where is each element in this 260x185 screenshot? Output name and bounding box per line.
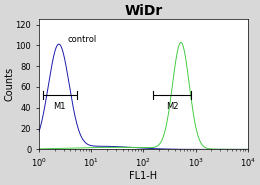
Title: WiDr: WiDr <box>124 4 162 18</box>
X-axis label: FL1-H: FL1-H <box>129 171 157 181</box>
Text: control: control <box>68 35 97 44</box>
Text: M1: M1 <box>54 102 66 111</box>
Text: M2: M2 <box>166 102 178 111</box>
Y-axis label: Counts: Counts <box>4 67 14 101</box>
